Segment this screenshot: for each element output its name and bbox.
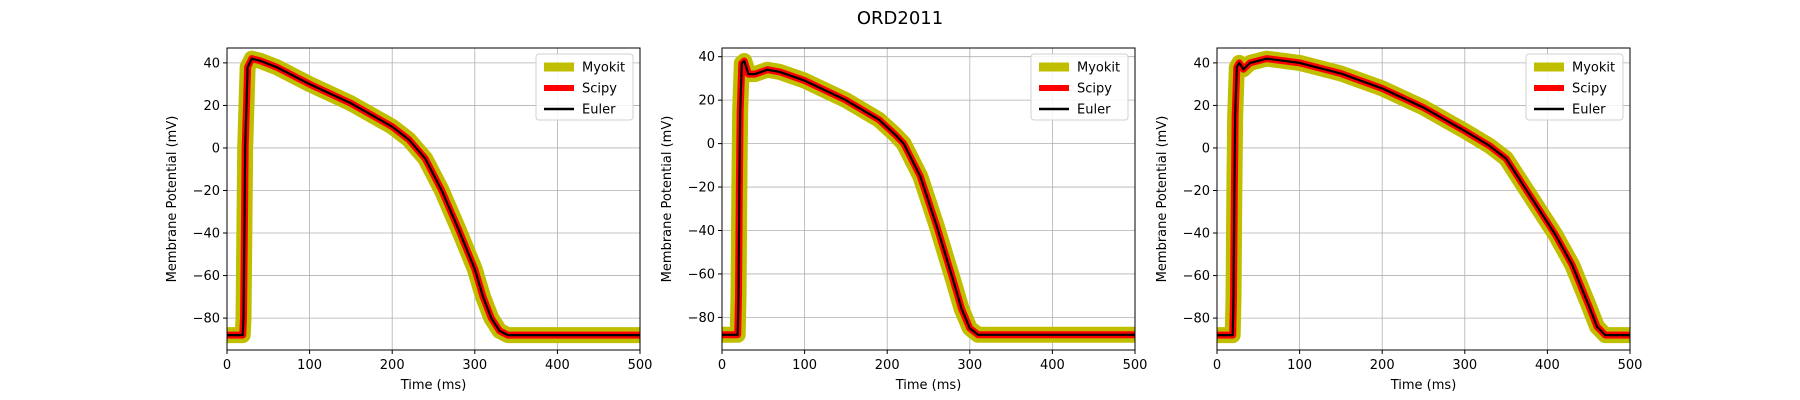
y-tick-label: −40 bbox=[688, 224, 715, 239]
legend-label: Myokit bbox=[582, 61, 625, 76]
x-tick-label: 100 bbox=[792, 358, 817, 373]
y-tick-label: 20 bbox=[203, 99, 220, 114]
y-tick-label: 40 bbox=[698, 50, 715, 65]
y-tick-label: −40 bbox=[193, 227, 220, 242]
legend: Myokit Scipy Euler bbox=[1525, 53, 1624, 121]
y-axis-label: Membrane Potential (mV) bbox=[165, 116, 180, 283]
y-tick-label: −60 bbox=[193, 269, 220, 284]
series-line-euler bbox=[722, 59, 1135, 336]
x-axis-label: Time (ms) bbox=[1390, 378, 1457, 393]
x-tick-label: 100 bbox=[297, 358, 322, 373]
y-tick-label: −80 bbox=[193, 312, 220, 327]
legend: Myokit Scipy Euler bbox=[1030, 53, 1129, 121]
y-tick-label: 40 bbox=[203, 56, 220, 71]
figure-title: ORD2011 bbox=[857, 8, 943, 29]
y-tick-label: 20 bbox=[698, 94, 715, 109]
x-axis-label: Time (ms) bbox=[400, 378, 467, 393]
x-tick-label: 500 bbox=[1123, 358, 1148, 373]
legend-label: Euler bbox=[1572, 103, 1606, 118]
y-tick-label: 0 bbox=[707, 137, 715, 152]
x-tick-label: 300 bbox=[462, 358, 487, 373]
y-tick-label: 0 bbox=[212, 141, 220, 156]
axes-frame bbox=[1216, 47, 1631, 351]
subplot-3: 0 100 200 300 400 500 −80 −60 −40 −20 0 20 40 Time (m… bbox=[1155, 47, 1643, 393]
y-tick-label: −60 bbox=[688, 267, 715, 282]
legend-label: Myokit bbox=[1572, 61, 1615, 76]
y-tick-label: −80 bbox=[1183, 312, 1210, 327]
axes-frame bbox=[226, 47, 641, 351]
x-tick-label: 500 bbox=[1618, 358, 1643, 373]
legend-label: Euler bbox=[582, 103, 616, 118]
series-line-euler bbox=[227, 57, 640, 337]
x-tick-label: 100 bbox=[1287, 358, 1312, 373]
y-tick-label: −20 bbox=[1183, 184, 1210, 199]
axes-frame bbox=[721, 47, 1136, 351]
x-tick-label: 200 bbox=[875, 358, 900, 373]
x-tick-label: 500 bbox=[628, 358, 653, 373]
x-tick-label: 0 bbox=[1213, 358, 1221, 373]
y-tick-label: −20 bbox=[688, 181, 715, 196]
x-tick-label: 0 bbox=[718, 358, 726, 373]
x-tick-label: 300 bbox=[957, 358, 982, 373]
x-tick-label: 0 bbox=[223, 358, 231, 373]
y-tick-label: 40 bbox=[1193, 56, 1210, 71]
subplot-2: 0 100 200 300 400 500 −80 −60 −40 −20 0 20 40 Time (m… bbox=[660, 47, 1148, 393]
series-line-euler bbox=[1217, 57, 1630, 337]
x-tick-label: 400 bbox=[1040, 358, 1065, 373]
x-tick-label: 400 bbox=[545, 358, 570, 373]
x-tick-label: 200 bbox=[380, 358, 405, 373]
legend-label: Scipy bbox=[1077, 82, 1112, 97]
y-tick-label: 20 bbox=[1193, 99, 1210, 114]
y-tick-label: 0 bbox=[1202, 141, 1210, 156]
y-tick-label: −80 bbox=[688, 311, 715, 326]
subplot-1: 0 100 200 300 400 500 −80 −60 −40 −20 0 20 40 Time (m… bbox=[165, 47, 653, 393]
y-tick-label: −20 bbox=[193, 184, 220, 199]
y-tick-label: −40 bbox=[1183, 227, 1210, 242]
x-tick-label: 200 bbox=[1370, 358, 1395, 373]
y-tick-label: −60 bbox=[1183, 269, 1210, 284]
legend-label: Myokit bbox=[1077, 61, 1120, 76]
x-tick-label: 300 bbox=[1452, 358, 1477, 373]
x-tick-label: 400 bbox=[1535, 358, 1560, 373]
y-axis-label: Membrane Potential (mV) bbox=[1155, 116, 1170, 283]
x-axis-label: Time (ms) bbox=[895, 378, 962, 393]
legend-label: Euler bbox=[1077, 103, 1111, 118]
legend-label: Scipy bbox=[1572, 82, 1607, 97]
legend: Myokit Scipy Euler bbox=[535, 53, 634, 121]
y-axis-label: Membrane Potential (mV) bbox=[660, 116, 675, 283]
legend-label: Scipy bbox=[582, 82, 617, 97]
